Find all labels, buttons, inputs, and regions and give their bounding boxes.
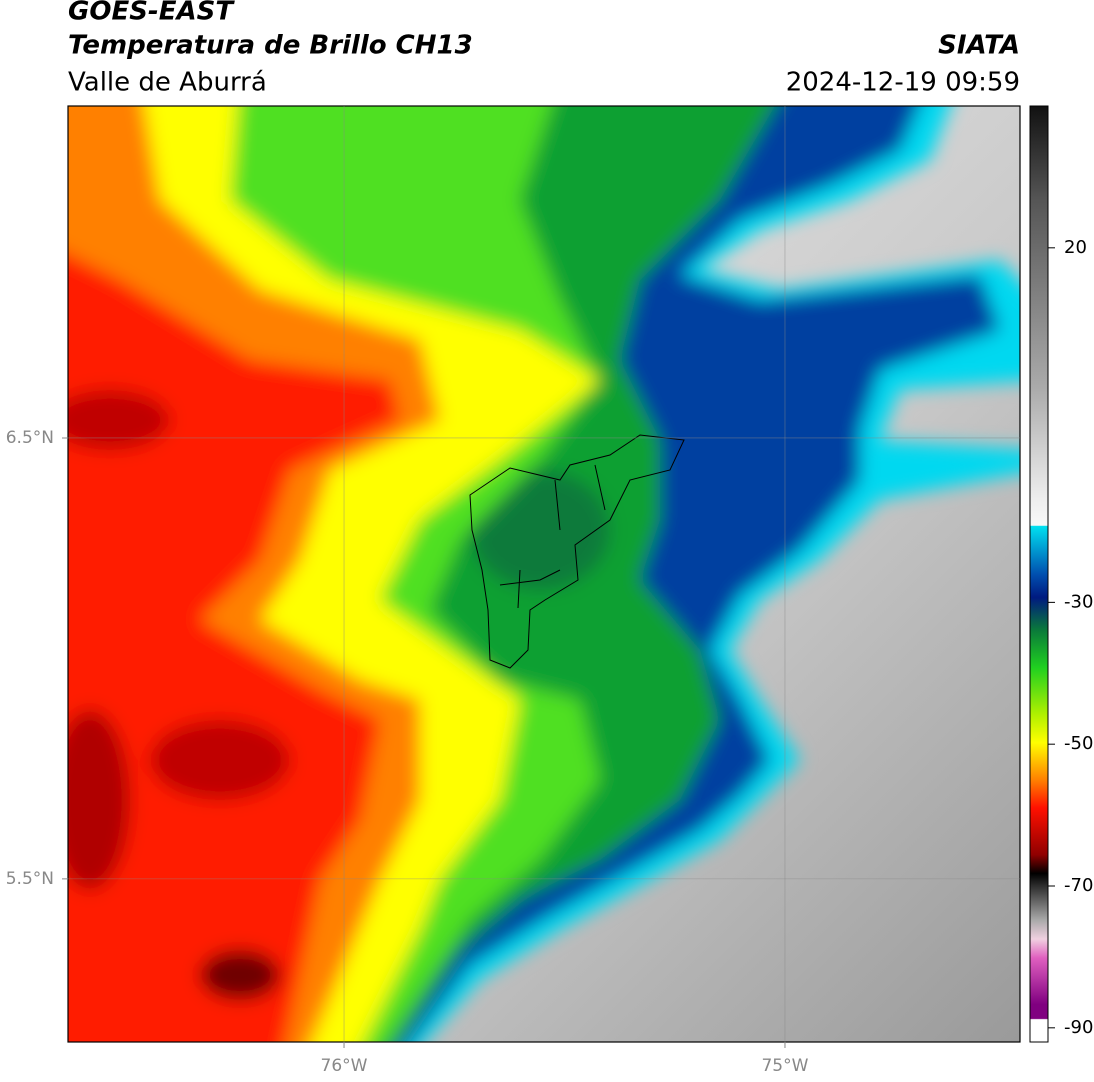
source: SIATA bbox=[938, 31, 1020, 61]
subtitle: Temperatura de Brillo CH13 bbox=[68, 31, 473, 61]
map-frame bbox=[67, 105, 1021, 1043]
region: Valle de Aburrá bbox=[68, 68, 267, 98]
colorbar-tick-label: -70 bbox=[1064, 875, 1093, 896]
datetime: 2024-12-19 09:59 bbox=[786, 68, 1020, 98]
colorbar-tick-label: 20 bbox=[1064, 237, 1087, 258]
colorbar-tick-label: -30 bbox=[1064, 591, 1093, 612]
y-tick-label: 6.5°N bbox=[6, 428, 54, 448]
colorbar-tick-label: -50 bbox=[1064, 733, 1093, 754]
y-tick-label: 5.5°N bbox=[6, 869, 54, 889]
title: GOES-EAST bbox=[68, 0, 235, 27]
x-tick-label: 76°W bbox=[321, 1056, 368, 1076]
colorbar bbox=[1029, 105, 1049, 1043]
x-tick-label: 75°W bbox=[761, 1056, 808, 1076]
colorbar-tick-label: -90 bbox=[1064, 1017, 1093, 1038]
satellite-image bbox=[68, 106, 1020, 1042]
